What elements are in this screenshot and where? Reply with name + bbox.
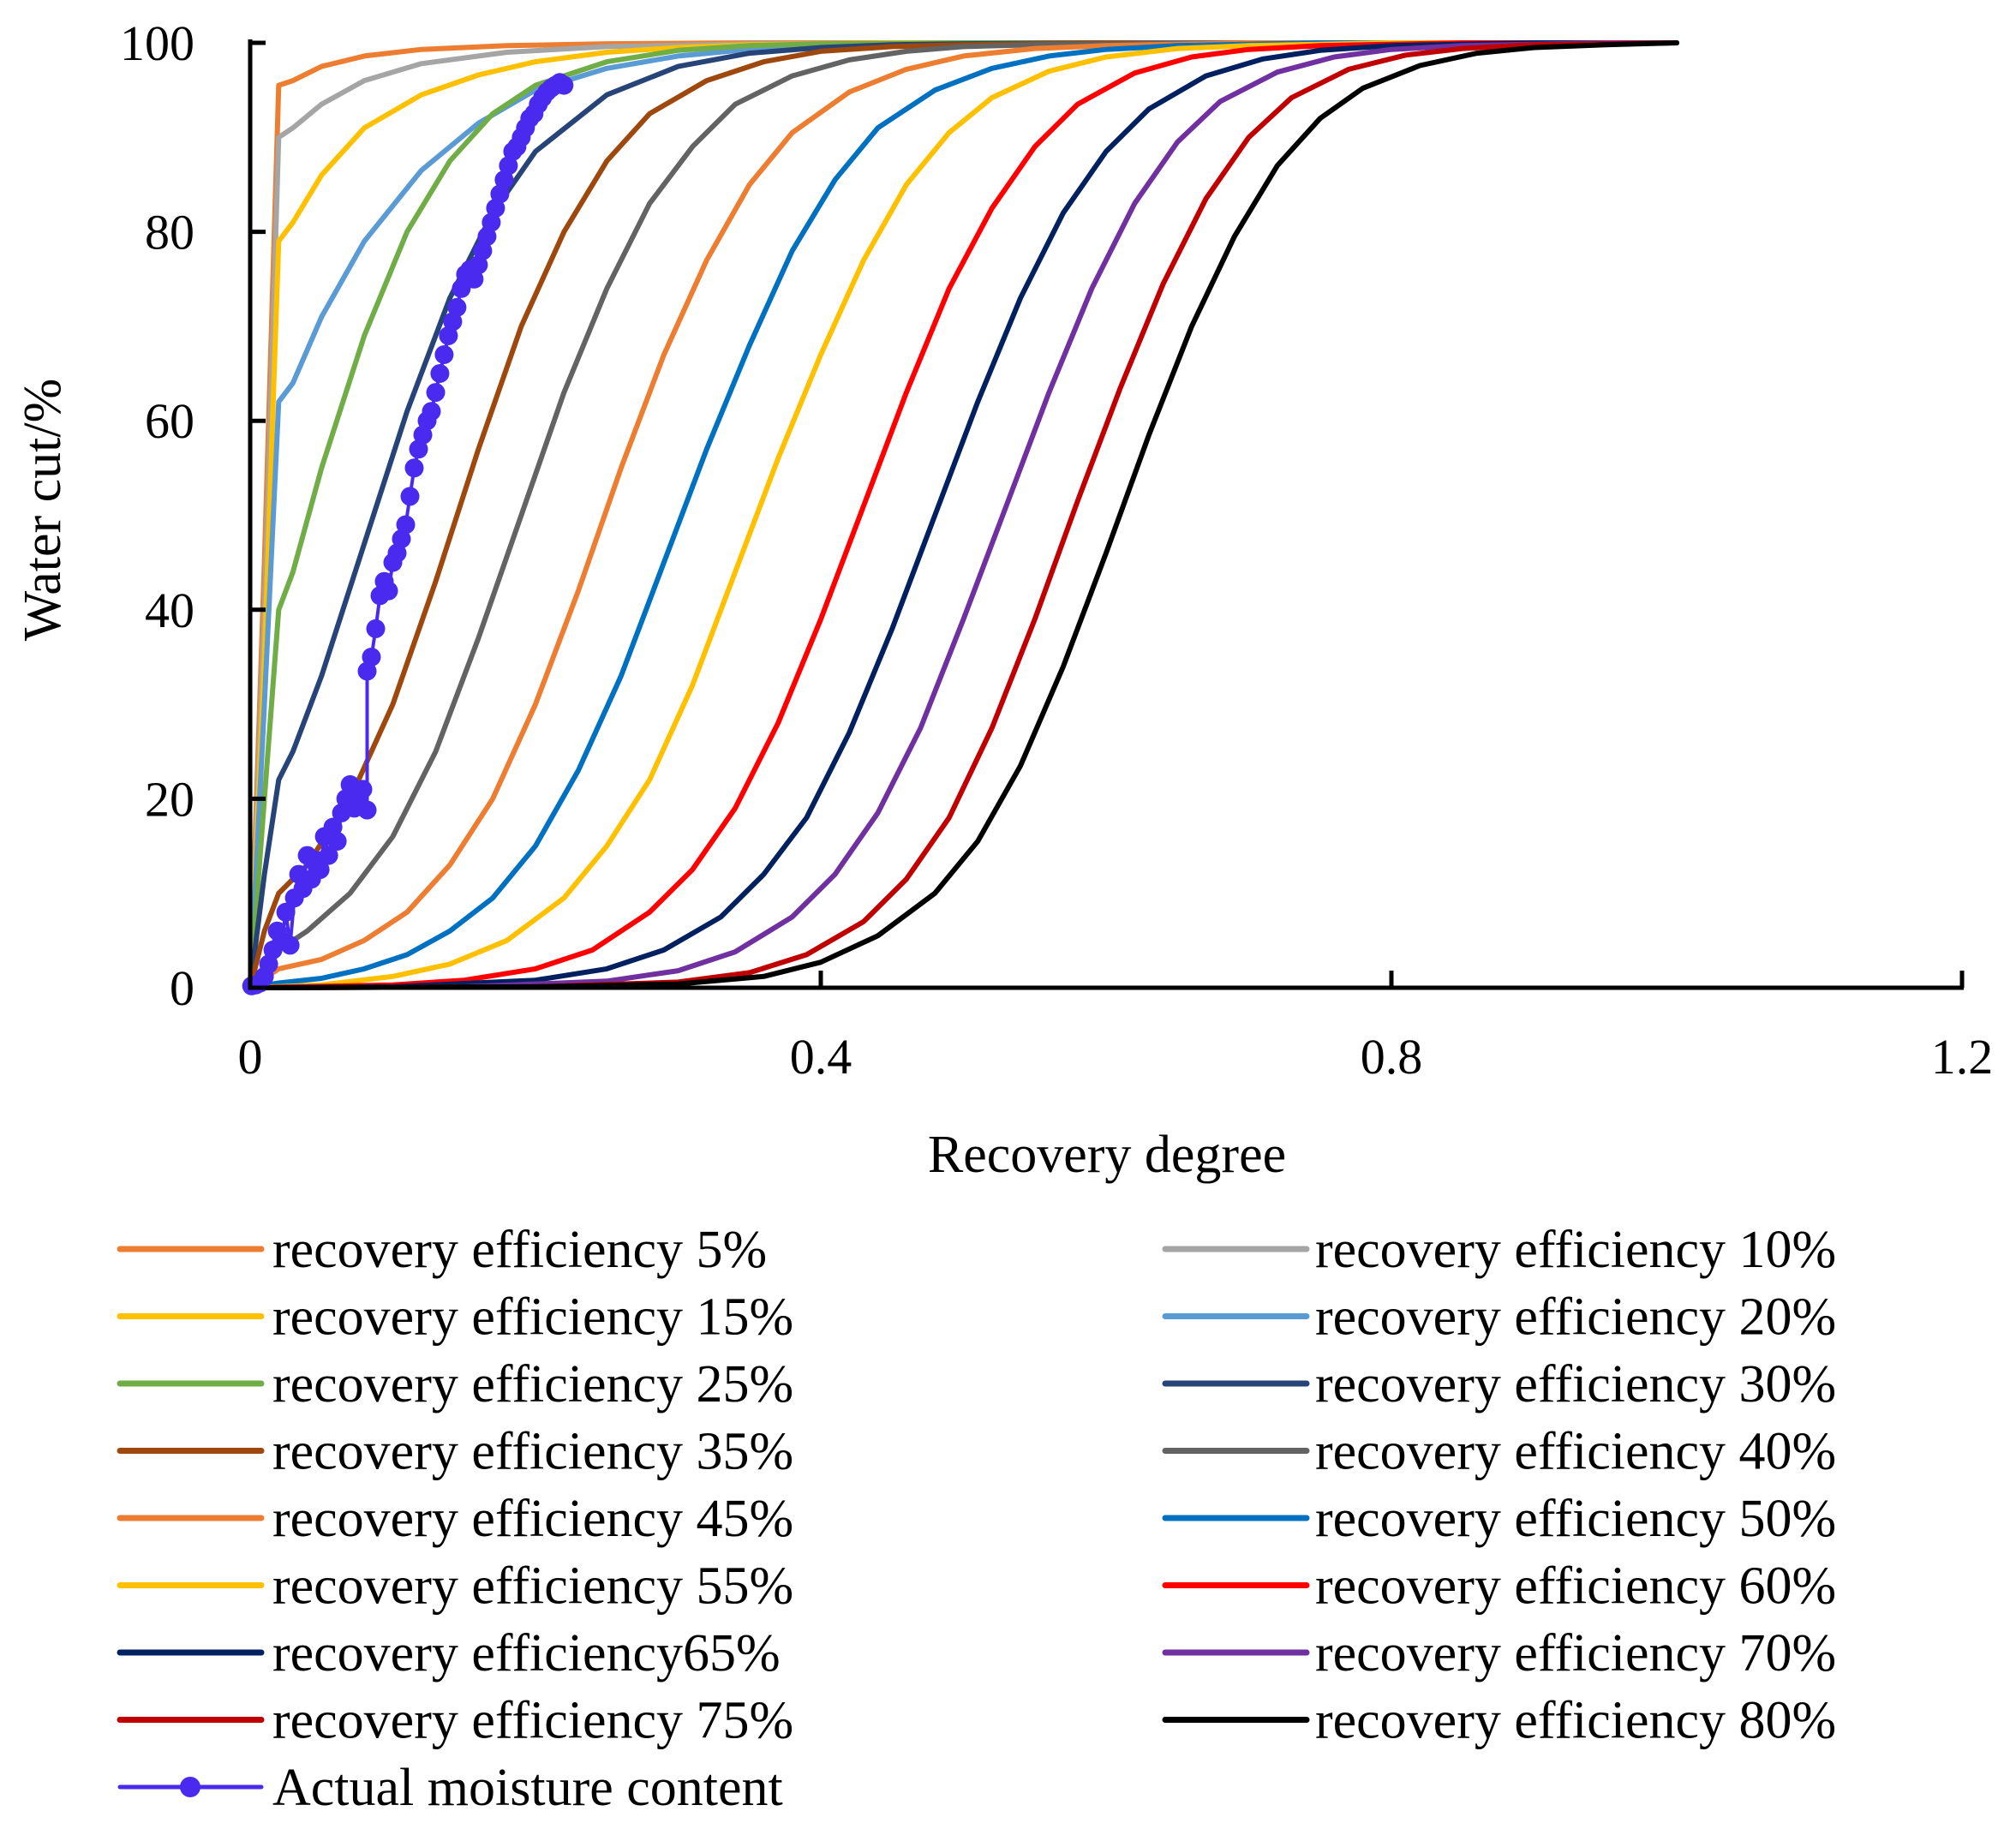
x-axis-title: Recovery degree [928, 1126, 1286, 1184]
data-point-actual [422, 402, 441, 421]
data-point-actual [276, 902, 296, 922]
x-tick-label: 0.8 [1361, 1029, 1423, 1085]
legend-label: recovery efficiency 75% [272, 1692, 793, 1750]
legend-label: recovery efficiency 20% [1315, 1288, 1836, 1347]
legend-label: recovery efficiency 30% [1315, 1355, 1836, 1414]
data-point-actual [434, 345, 454, 364]
legend-item-recovery-efficiency-45: recovery efficiency 45% [117, 1490, 793, 1548]
legend-label: recovery efficiency 45% [272, 1490, 793, 1548]
series-line-recovery-efficiency-55 [248, 40, 1679, 990]
series-line-recovery-efficiency-60 [248, 40, 1679, 990]
x-tick-label: 0.4 [790, 1029, 852, 1085]
data-point-actual [490, 184, 510, 204]
legend-item-recovery-efficiency-15: recovery efficiency 15% [117, 1288, 793, 1347]
x-tick-label: 0 [238, 1029, 263, 1085]
data-point-actual [310, 860, 330, 880]
y-tick-label: 0 [170, 960, 194, 1016]
legend-item-recovery-efficiency-50: recovery efficiency 50% [1162, 1490, 1836, 1548]
data-point-actual [473, 241, 493, 260]
data-point-actual [486, 199, 505, 218]
y-tick-label: 80 [145, 205, 194, 260]
data-point-actual [392, 529, 411, 549]
data-point-actual [554, 75, 574, 95]
legend-label: recovery efficiency 35% [272, 1423, 793, 1481]
data-point-actual [447, 297, 467, 317]
legend-item-recovery-efficiency-35: recovery efficiency 35% [117, 1423, 793, 1481]
data-point-actual [430, 364, 450, 383]
legend-label: recovery efficiency 60% [1315, 1557, 1836, 1616]
legend-item-recovery-efficiency-75: recovery efficiency 75% [117, 1692, 793, 1750]
legend-item-recovery-efficiency-30: recovery efficiency 30% [1162, 1355, 1836, 1414]
data-point-actual [353, 780, 373, 799]
y-tick-label: 100 [120, 15, 194, 71]
data-point-actual [327, 832, 347, 851]
data-point-actual [387, 543, 407, 563]
legend-item-recovery-efficiency65: recovery efficiency65% [117, 1624, 781, 1683]
data-point-actual [357, 800, 377, 820]
data-point-actual [494, 170, 514, 189]
data-point-actual [400, 487, 420, 506]
legend-item-recovery-efficiency-40: recovery efficiency 40% [1162, 1423, 1836, 1481]
legend-item-recovery-efficiency-5: recovery efficiency 5% [117, 1221, 767, 1279]
legend-item-recovery-efficiency-55: recovery efficiency 55% [117, 1557, 793, 1616]
data-point-actual [362, 648, 381, 666]
series-line-recovery-efficiency-50 [248, 40, 1679, 990]
legend-label: recovery efficiency 40% [1315, 1423, 1836, 1481]
legend-item-recovery-efficiency-80: recovery efficiency 80% [1162, 1692, 1836, 1750]
data-point-actual [499, 156, 518, 176]
data-point-actual [413, 425, 433, 445]
data-point-actual [439, 326, 458, 345]
x-tick-label: 1.2 [1931, 1029, 1994, 1085]
legend-item-recovery-efficiency-70: recovery efficiency 70% [1162, 1624, 1836, 1683]
data-point-actual [323, 817, 343, 837]
data-point-actual [482, 212, 501, 232]
series-line-recovery-efficiency-75 [248, 40, 1679, 990]
legend-label: Actual moisture content [272, 1759, 783, 1817]
data-point-actual [443, 312, 463, 332]
legend-label: recovery efficiency 25% [272, 1355, 793, 1414]
data-point-actual [409, 439, 428, 459]
legend-item-recovery-efficiency-10: recovery efficiency 10% [1162, 1221, 1836, 1279]
ticks: 0 20 40 60 80 100 0 0.4 0.8 1.2 [120, 15, 1993, 1085]
legend-marker [180, 1777, 200, 1797]
legend-label: recovery efficiency 80% [1315, 1692, 1836, 1750]
axes [248, 39, 1964, 990]
y-tick-label: 40 [145, 583, 194, 638]
legend-label: recovery efficiency 15% [272, 1288, 793, 1347]
legend-item-recovery-efficiency-20: recovery efficiency 20% [1162, 1288, 1836, 1347]
series-line-recovery-efficiency-45 [248, 40, 1679, 990]
legend-item-recovery-efficiency-60: recovery efficiency 60% [1162, 1557, 1836, 1616]
data-point-actual [404, 458, 424, 478]
legend-label: recovery efficiency 10% [1315, 1221, 1836, 1279]
data-point-actual [259, 954, 278, 974]
data-point-actual [396, 515, 416, 535]
data-point-actual [426, 383, 446, 403]
series-line-recovery-efficiency-40 [248, 40, 1679, 990]
data-point-actual [477, 227, 497, 247]
legend-label: recovery efficiency 70% [1315, 1624, 1836, 1683]
legend-label: recovery efficiency 50% [1315, 1490, 1836, 1548]
data-point-actual [319, 846, 338, 865]
data-point-actual [379, 581, 398, 601]
series-line-recovery-efficiency65 [248, 40, 1679, 990]
data-point-actual [366, 619, 386, 638]
data-point-actual [464, 269, 484, 289]
y-axis-title: Water cut/% [14, 379, 72, 642]
legend-item-recovery-efficiency-25: recovery efficiency 25% [117, 1355, 793, 1414]
data-point-actual [357, 661, 377, 681]
plot-lines [242, 40, 1679, 995]
data-point-actual [469, 255, 488, 275]
legend-item-actual-moisture-content: Actual moisture content [117, 1759, 783, 1817]
data-point-actual [280, 935, 300, 955]
series-line-recovery-efficiency-70 [248, 40, 1679, 990]
legend: recovery efficiency 5% recovery efficienc… [117, 1221, 1836, 1817]
legend-label: recovery efficiency 5% [272, 1221, 767, 1279]
y-tick-label: 60 [145, 393, 194, 449]
y-tick-label: 20 [145, 771, 194, 827]
legend-label: recovery efficiency65% [272, 1624, 781, 1683]
series-line-recovery-efficiency-80 [248, 40, 1679, 990]
legend-label: recovery efficiency 55% [272, 1557, 793, 1616]
